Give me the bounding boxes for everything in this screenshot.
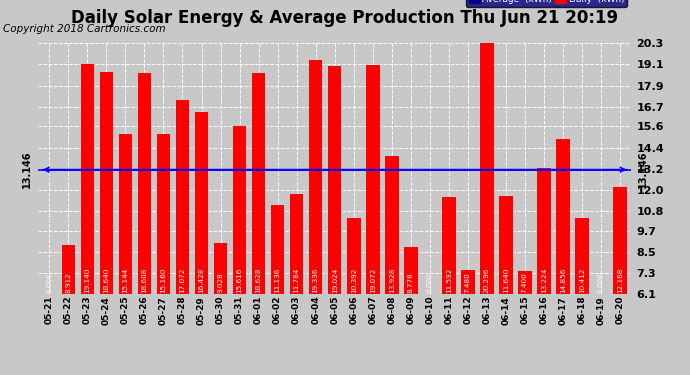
Text: 13.146: 13.146 [638, 151, 648, 189]
Text: 15.160: 15.160 [161, 268, 166, 293]
Text: 9.028: 9.028 [217, 272, 224, 293]
Text: 18.608: 18.608 [141, 268, 148, 293]
Text: 16.428: 16.428 [199, 268, 204, 293]
Bar [270, 205, 284, 294]
Legend: Average  (kWh), Daily  (kWh): Average (kWh), Daily (kWh) [466, 0, 627, 7]
Bar [61, 244, 75, 294]
Text: 0.000: 0.000 [46, 272, 52, 293]
Text: 13.928: 13.928 [388, 268, 395, 293]
Bar [119, 134, 132, 294]
Bar [556, 140, 570, 294]
Text: Copyright 2018 Cartronics.com: Copyright 2018 Cartronics.com [3, 24, 166, 34]
Text: 11.592: 11.592 [446, 268, 452, 293]
Bar [613, 187, 627, 294]
Text: 11.136: 11.136 [275, 268, 281, 293]
Text: 18.640: 18.640 [104, 268, 110, 293]
Text: 14.856: 14.856 [560, 268, 566, 293]
Text: Daily Solar Energy & Average Production Thu Jun 21 20:19: Daily Solar Energy & Average Production … [72, 9, 618, 27]
Bar [385, 156, 399, 294]
Bar [99, 72, 113, 294]
Bar [575, 218, 589, 294]
Text: 19.336: 19.336 [313, 268, 319, 293]
Bar [81, 64, 95, 294]
Text: 7.480: 7.480 [465, 272, 471, 293]
Bar [461, 270, 475, 294]
Text: 15.616: 15.616 [237, 268, 243, 293]
Text: 8.776: 8.776 [408, 272, 414, 293]
Text: 19.140: 19.140 [84, 268, 90, 293]
Text: 10.412: 10.412 [579, 268, 585, 293]
Bar [537, 168, 551, 294]
Text: 0.000: 0.000 [598, 272, 604, 293]
Text: 17.072: 17.072 [179, 268, 186, 293]
Text: 0.000: 0.000 [426, 272, 433, 293]
Text: 8.912: 8.912 [66, 272, 71, 293]
Bar [233, 126, 246, 294]
Text: 19.024: 19.024 [332, 268, 337, 293]
Text: 15.144: 15.144 [122, 268, 128, 293]
Text: 19.072: 19.072 [370, 268, 375, 293]
Bar [290, 194, 304, 294]
Bar [157, 134, 170, 294]
Text: 13.146: 13.146 [21, 151, 32, 189]
Bar [195, 112, 208, 294]
Bar [252, 73, 266, 294]
Bar [176, 100, 189, 294]
Text: 10.392: 10.392 [351, 268, 357, 293]
Bar [404, 247, 417, 294]
Bar [137, 73, 151, 294]
Bar [480, 43, 493, 294]
Text: 13.224: 13.224 [541, 268, 547, 293]
Text: 7.400: 7.400 [522, 272, 528, 293]
Bar [328, 66, 342, 294]
Bar [518, 272, 532, 294]
Text: 18.628: 18.628 [255, 268, 262, 293]
Bar [347, 218, 360, 294]
Bar [214, 243, 228, 294]
Text: 11.640: 11.640 [503, 268, 509, 293]
Text: 20.296: 20.296 [484, 268, 490, 293]
Bar [366, 65, 380, 294]
Text: 12.168: 12.168 [617, 268, 623, 293]
Text: 11.784: 11.784 [294, 268, 299, 293]
Bar [499, 196, 513, 294]
Bar [442, 197, 455, 294]
Bar [309, 60, 322, 294]
